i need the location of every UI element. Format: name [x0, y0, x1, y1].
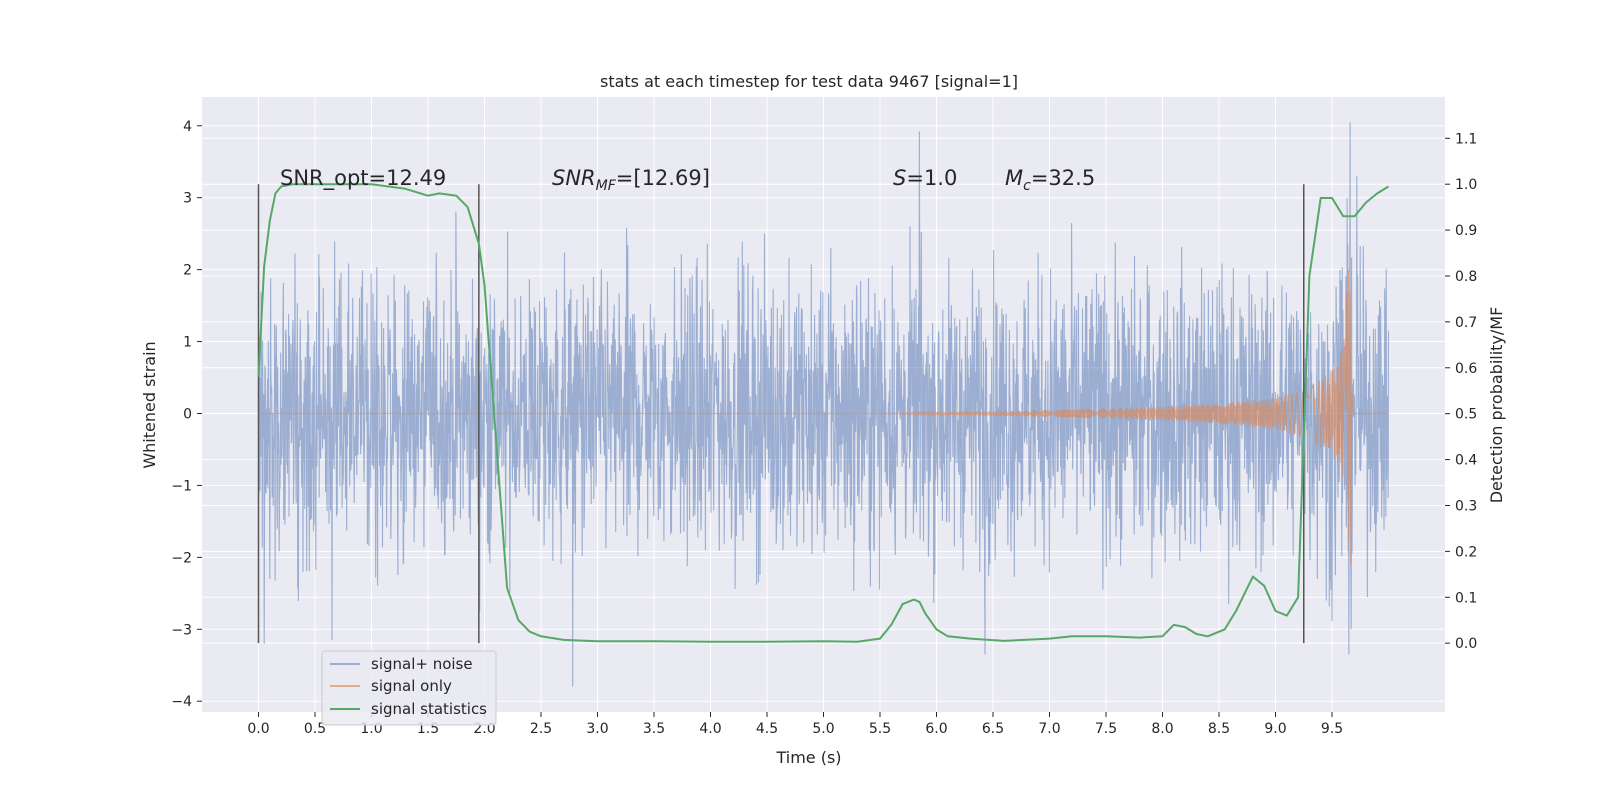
x-tick-label: 7.5	[1095, 721, 1117, 737]
y-right-tick-label: 0.3	[1455, 498, 1477, 514]
y-left-tick-label: 2	[183, 263, 192, 279]
annotation-snr-mf-value: =[12.69]	[616, 166, 710, 190]
x-tick-label: 6.0	[925, 721, 947, 737]
x-tick-label: 3.0	[586, 721, 608, 737]
y-right-tick-label: 1.0	[1455, 177, 1477, 193]
x-tick-label: 9.5	[1321, 721, 1343, 737]
y-right-tick-label: 0.0	[1455, 636, 1477, 652]
legend-label-signal-statistics: signal statistics	[371, 700, 487, 718]
legend-label-signal-noise: signal+ noise	[371, 655, 473, 673]
y-right-tick-label: 0.7	[1455, 315, 1477, 331]
y-left-tick-label: 1	[183, 335, 192, 351]
y-right-tick-label: 0.4	[1455, 453, 1477, 469]
y-right-tick-label: 0.1	[1455, 590, 1477, 606]
x-tick-label: 0.0	[247, 721, 269, 737]
y-right-tick-label: 0.8	[1455, 269, 1477, 285]
y-axis-left-label: Whitened strain	[140, 341, 159, 468]
y-right-tick-label: 1.1	[1455, 131, 1477, 147]
y-left-tick-label: −2	[171, 550, 192, 566]
annotation-s-symbol: S	[893, 166, 906, 190]
y-left-tick-label: −4	[171, 694, 192, 710]
y-axis-right-label: Detection probability/MF	[1487, 307, 1506, 504]
annotation-mc-symbol: M	[1005, 166, 1023, 190]
y-right-tick-label: 0.9	[1455, 223, 1477, 239]
signal-only-series	[258, 269, 1389, 564]
legend-label-signal-only: signal only	[371, 677, 452, 695]
x-tick-label: 0.5	[304, 721, 326, 737]
y-right-tick-label: 0.6	[1455, 361, 1477, 377]
x-tick-label: 2.5	[530, 721, 552, 737]
y-left-tick-label: 4	[183, 119, 192, 135]
annotation-snr-mf-symbol: SNR	[552, 166, 596, 190]
annotation-snr-opt: SNR_opt=12.49	[280, 166, 446, 191]
x-tick-label: 4.5	[756, 721, 778, 737]
annotation-mc: Mc=32.5	[1005, 166, 1095, 194]
x-tick-label: 6.5	[982, 721, 1004, 737]
axes: 0.0 0.5 1.0 1.5 2.0 2.5 3.0 3.5 4.0 4.5 5.0 5.5 6.0 6…	[171, 119, 1477, 737]
y-left-tick-label: −3	[171, 622, 192, 638]
signal-noise-line	[257, 122, 1390, 687]
annotation-snr-mf-subscript: MF	[596, 178, 617, 194]
y-left-tick-label: 0	[183, 406, 192, 422]
signal-only-line	[258, 269, 1389, 564]
signal-statistics-series	[257, 183, 1390, 643]
annotation-mc-value: =32.5	[1031, 166, 1095, 190]
x-tick-label: 5.0	[812, 721, 834, 737]
y-right-tick-label: 0.2	[1455, 544, 1477, 560]
annotation-snr-mf: SNRMF=[12.69]	[552, 166, 710, 194]
annotation-s-value: =1.0	[906, 166, 957, 190]
signal-statistics-line	[257, 183, 1390, 643]
x-tick-label: 3.5	[643, 721, 665, 737]
annotation-mc-subscript: c	[1023, 178, 1031, 194]
x-tick-label: 8.0	[1151, 721, 1173, 737]
x-tick-label: 9.0	[1264, 721, 1286, 737]
y-right-tick-label: 0.5	[1455, 407, 1477, 423]
annotation-s: S=1.0	[893, 166, 957, 190]
x-tick-label: 7.0	[1038, 721, 1060, 737]
legend: signal+ noise signal only signal statist…	[321, 650, 497, 726]
y-left-tick-label: −1	[171, 478, 192, 494]
chart-title: stats at each timestep for test data 946…	[600, 72, 1018, 91]
x-tick-label: 4.0	[699, 721, 721, 737]
x-axis-label: Time (s)	[775, 748, 841, 767]
y-left-tick-label: 3	[183, 191, 192, 207]
signal-noise-series	[257, 122, 1390, 687]
x-tick-label: 5.5	[869, 721, 891, 737]
x-tick-label: 8.5	[1208, 721, 1230, 737]
legend-box	[321, 650, 497, 726]
